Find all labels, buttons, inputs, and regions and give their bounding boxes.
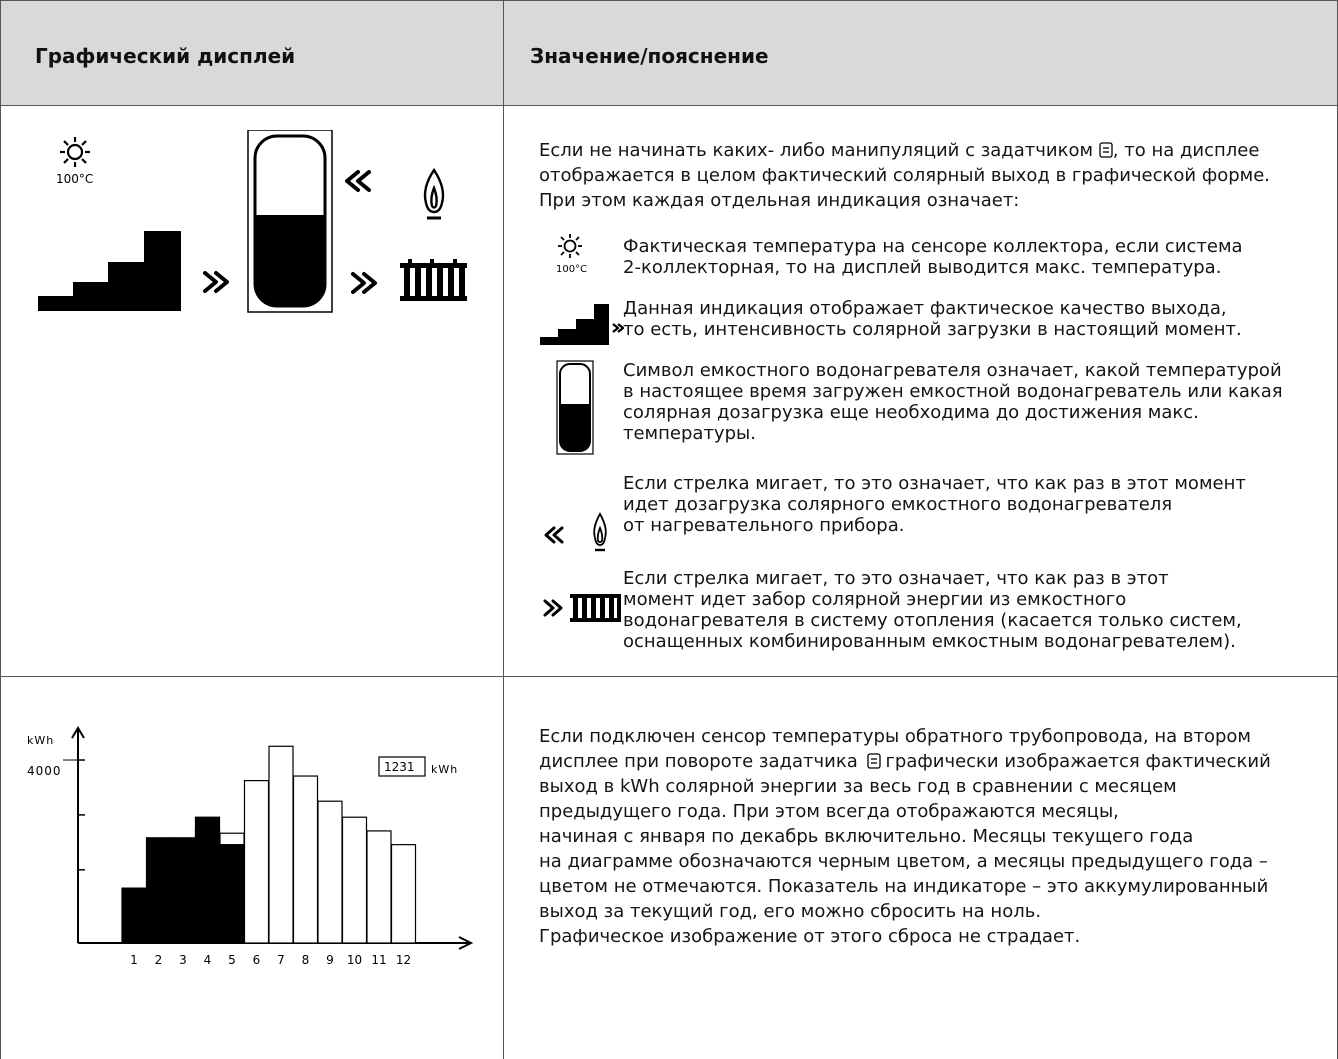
item-temp-label: 100°C xyxy=(556,264,587,275)
y-tick-label: 4000 xyxy=(27,764,62,778)
bar-previous-year-9 xyxy=(317,800,343,944)
x-tick-label-4: 4 xyxy=(204,953,212,967)
tank-icon xyxy=(556,360,594,455)
arrow-right-icon xyxy=(612,323,624,333)
x-tick-label-3: 3 xyxy=(179,953,187,967)
radiator-icon xyxy=(400,259,467,301)
table-divider-column xyxy=(503,0,504,1059)
bar-previous-year-11 xyxy=(366,830,392,944)
x-tick-label-11: 11 xyxy=(371,953,386,967)
dial-control-icon xyxy=(867,753,882,769)
bar-current-year-5 xyxy=(219,844,245,944)
x-tick-label-5: 5 xyxy=(228,953,236,967)
yield-stairs-icon xyxy=(38,231,181,311)
table-divider-row xyxy=(0,676,1338,677)
sun-icon xyxy=(60,137,90,167)
x-tick-label-10: 10 xyxy=(347,953,362,967)
flame-icon xyxy=(593,512,607,552)
legend-item-flame: Если стрелка мигает, то это означает, чт… xyxy=(623,473,1246,536)
solar-display-graphic: 100°C xyxy=(38,130,467,313)
tank-icon xyxy=(247,130,333,313)
legend-item-radiator: Если стрелка мигает, то это означает, чт… xyxy=(623,568,1242,652)
bar-previous-year-8 xyxy=(292,775,319,944)
x-tick-label-6: 6 xyxy=(253,953,261,967)
y-axis-label: kWh xyxy=(27,734,54,747)
bar-current-year-3 xyxy=(170,837,196,944)
bar-previous-year-6 xyxy=(243,780,270,944)
y-ticks xyxy=(63,759,85,871)
bar-current-year-2 xyxy=(145,837,172,944)
legend-item-yield: Данная индикация отображает фактическое … xyxy=(623,298,1242,340)
arrow-right-icon xyxy=(543,599,563,617)
bar-current-year-4 xyxy=(194,816,221,944)
x-tick-labels: 1 2 3 4 5 6 7 8 9 10 11 12 xyxy=(130,953,411,967)
x-tick-label-2: 2 xyxy=(155,953,163,967)
intro-paragraph: Если не начинать каких- либо манипуляций… xyxy=(539,140,1271,211)
header-meaning: Значение/пояснение xyxy=(530,44,769,68)
arrow-left-icon xyxy=(544,526,564,544)
table-border-left xyxy=(0,0,1,1059)
x-tick-label-1: 1 xyxy=(130,953,138,967)
bar-current-year-1 xyxy=(121,887,147,944)
legend-item-tank: Символ емкостного водонагревателя означа… xyxy=(623,360,1283,444)
flame-icon xyxy=(423,167,445,220)
sun-icon xyxy=(558,234,582,258)
x-tick-label-8: 8 xyxy=(302,953,310,967)
header-graphic-display: Графический дисплей xyxy=(35,44,296,68)
counter-box xyxy=(378,756,426,777)
table-border-top xyxy=(0,0,1338,1)
bar-previous-year-7 xyxy=(268,745,294,944)
bars-current-year xyxy=(121,816,245,944)
x-tick-label-7: 7 xyxy=(277,953,285,967)
arrow-right-icon xyxy=(203,271,229,293)
legend-icons: 100°C xyxy=(540,234,624,622)
table-divider-header xyxy=(0,105,1338,106)
x-axis-arrow xyxy=(458,936,474,950)
dial-control-icon xyxy=(1099,142,1113,158)
chart-paragraph: Если подключен сенсор температуры обратн… xyxy=(539,726,1271,947)
arrow-left-icon xyxy=(345,170,371,192)
collector-temp-label: 100°C xyxy=(56,172,93,186)
arrow-right-icon xyxy=(351,272,377,294)
counter-unit: kWh xyxy=(431,763,458,776)
x-tick-label-9: 9 xyxy=(326,953,334,967)
yield-bar-chart: kWh 4000 1 2 3 4 5 6 7 8 9 10 11 12 1231 kWh xyxy=(27,726,474,967)
bar-previous-year-10 xyxy=(341,816,368,944)
y-axis-arrow xyxy=(71,726,85,739)
bar-previous-year-12 xyxy=(390,844,417,944)
counter-value: 1231 xyxy=(384,760,415,774)
x-tick-label-12: 12 xyxy=(396,953,411,967)
legend-item-sun: Фактическая температура на сенсоре колле… xyxy=(623,236,1243,278)
table-header xyxy=(0,0,1338,105)
radiator-icon xyxy=(570,594,621,622)
yield-stairs-icon xyxy=(540,304,609,345)
